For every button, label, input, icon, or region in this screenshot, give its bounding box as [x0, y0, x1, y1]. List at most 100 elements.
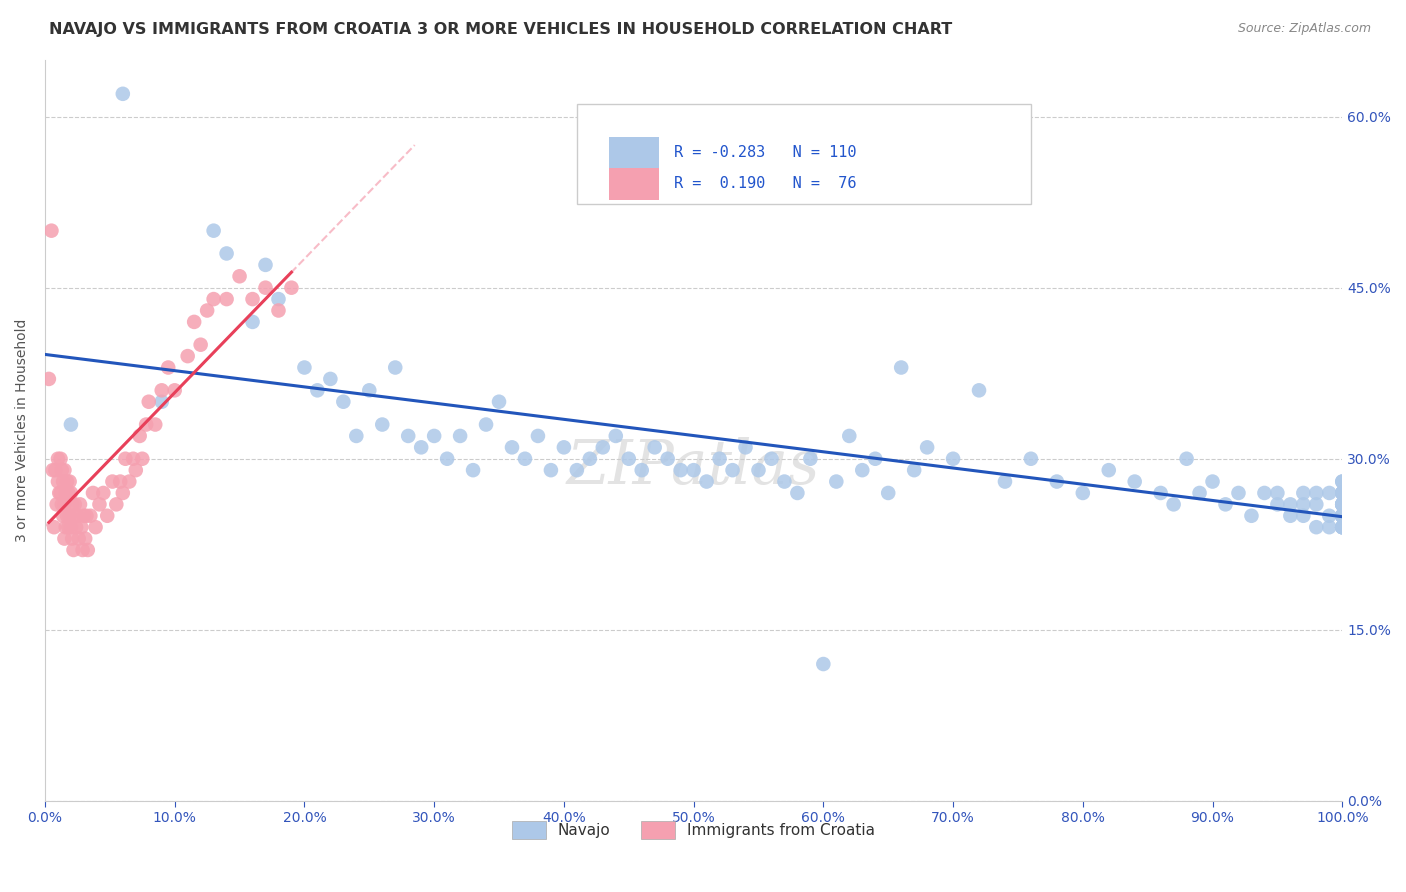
Point — [617, 451, 640, 466]
Point — [52, 475, 75, 489]
Point — [527, 429, 550, 443]
Point — [46, 451, 69, 466]
Text: R = -0.283   N = 110: R = -0.283 N = 110 — [673, 145, 856, 160]
Point — [128, 429, 150, 443]
FancyBboxPatch shape — [609, 136, 658, 168]
Point — [66, 508, 89, 523]
Point — [60, 532, 83, 546]
Point — [267, 303, 290, 318]
Point — [630, 463, 652, 477]
Point — [1098, 463, 1121, 477]
Point — [202, 292, 225, 306]
Point — [1331, 508, 1354, 523]
Point — [215, 246, 238, 260]
Point — [1331, 486, 1354, 500]
Point — [55, 486, 77, 500]
Point — [721, 463, 744, 477]
Point — [183, 315, 205, 329]
Point — [799, 451, 821, 466]
Legend: Navajo, Immigrants from Croatia: Navajo, Immigrants from Croatia — [506, 815, 882, 845]
Point — [41, 224, 63, 238]
Point — [1305, 520, 1327, 534]
Point — [851, 463, 873, 477]
Point — [1201, 475, 1223, 489]
Point — [228, 269, 250, 284]
Point — [101, 475, 124, 489]
Point — [294, 360, 316, 375]
Point — [52, 508, 75, 523]
Point — [96, 508, 118, 523]
Point — [475, 417, 498, 432]
Point — [110, 475, 132, 489]
Point — [411, 441, 433, 455]
Point — [994, 475, 1017, 489]
Point — [56, 475, 79, 489]
Point — [1279, 508, 1302, 523]
Point — [540, 463, 562, 477]
Point — [734, 441, 756, 455]
Point — [1046, 475, 1069, 489]
Point — [605, 429, 627, 443]
Point — [163, 384, 186, 398]
Point — [1331, 497, 1354, 511]
Point — [73, 508, 96, 523]
Point — [157, 360, 180, 375]
Point — [1317, 486, 1340, 500]
Point — [838, 429, 860, 443]
Point — [1331, 497, 1354, 511]
Point — [242, 292, 264, 306]
Point — [644, 441, 666, 455]
Point — [62, 543, 84, 558]
Point — [1331, 508, 1354, 523]
Point — [135, 417, 157, 432]
Point — [65, 520, 87, 534]
Point — [773, 475, 796, 489]
Point — [56, 508, 79, 523]
Y-axis label: 3 or more Vehicles in Household: 3 or more Vehicles in Household — [15, 318, 30, 542]
Point — [76, 543, 98, 558]
Point — [1317, 520, 1340, 534]
Point — [75, 532, 97, 546]
Point — [1292, 486, 1315, 500]
Point — [59, 475, 82, 489]
Point — [53, 532, 76, 546]
Point — [669, 463, 692, 477]
Point — [131, 451, 153, 466]
Point — [319, 372, 342, 386]
Point — [967, 384, 990, 398]
Point — [1267, 486, 1289, 500]
Point — [60, 497, 83, 511]
Point — [1331, 497, 1354, 511]
Point — [332, 394, 354, 409]
Point — [1331, 520, 1354, 534]
Point — [125, 463, 148, 477]
Point — [53, 497, 76, 511]
Point — [1019, 451, 1042, 466]
Point — [682, 463, 704, 477]
Point — [307, 384, 329, 398]
Point — [371, 417, 394, 432]
Point — [38, 372, 60, 386]
Point — [1305, 486, 1327, 500]
Point — [423, 429, 446, 443]
Point — [84, 520, 107, 534]
Point — [79, 508, 101, 523]
Point — [62, 508, 84, 523]
Point — [1331, 508, 1354, 523]
Point — [1331, 508, 1354, 523]
Point — [1331, 508, 1354, 523]
Point — [111, 87, 134, 101]
Point — [254, 281, 277, 295]
Point — [942, 451, 965, 466]
Point — [461, 463, 484, 477]
Point — [657, 451, 679, 466]
Point — [58, 486, 80, 500]
Point — [150, 384, 173, 398]
Point — [1305, 497, 1327, 511]
Point — [359, 384, 381, 398]
Point — [1240, 508, 1263, 523]
Point — [553, 441, 575, 455]
Point — [1331, 520, 1354, 534]
Point — [67, 532, 90, 546]
Point — [1317, 508, 1340, 523]
